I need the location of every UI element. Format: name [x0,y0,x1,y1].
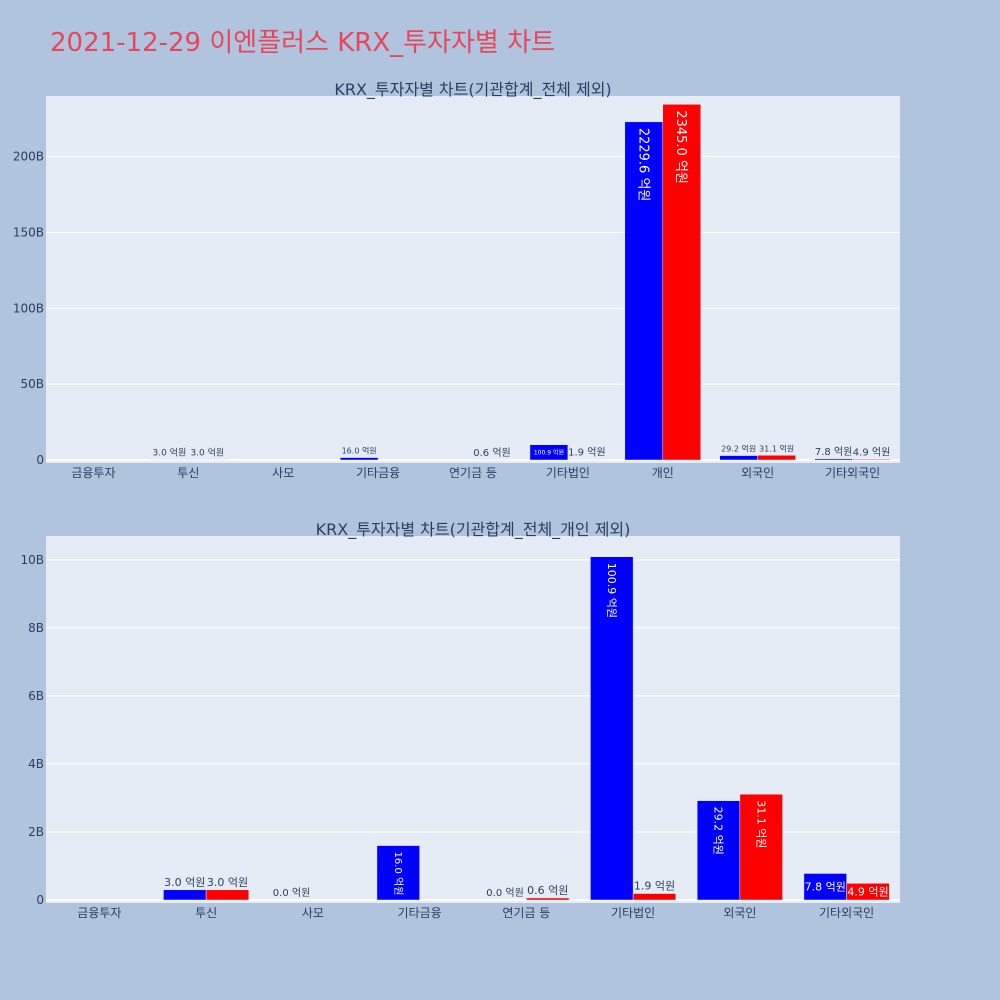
y-tick-label: 6B [28,689,44,703]
bar-data-label: 3.0 억원 [190,447,224,459]
y-tick-label: 2B [28,825,44,839]
bar [757,455,796,461]
x-tick-label: 외국인 [741,466,774,480]
y-tick-label: 150B [13,226,44,240]
plot-area [46,96,900,463]
x-tick-label: 기타외국인 [825,466,880,480]
bar-data-label: 4.9 억원 [847,886,888,899]
x-tick-label: 기타외국인 [819,906,874,920]
y-tick-label: 0 [36,453,44,467]
bar-data-label: 3.0 억원 [164,876,205,889]
x-tick-label: 기타금융 [398,906,442,920]
x-tick-label: 기타법인 [611,906,655,920]
bar-data-label: 31.1 억원 [754,800,767,848]
x-tick-label: 금융투자 [77,906,121,920]
bar [205,889,250,901]
x-tick-label: 기타법인 [546,466,590,480]
bar [590,556,634,901]
y-tick-label: 8B [28,621,44,635]
chart-panel-1: 0 50B 100B 150B 200B KRX_투자자별 차트(기관합계_전체 제외) 금… [13,80,900,480]
y-tick-label: 10B [20,553,44,567]
x-tick-label: 기타금융 [356,466,400,480]
bar-data-label: 1.9 억원 [568,447,605,459]
bar-data-label: 2229.6 억원 [635,128,650,202]
bar [163,889,207,901]
bar-data-label: 4.9 억원 [853,446,890,458]
bar-data-label: 29.2 억원 [721,444,756,454]
bar-data-label: 7.8 억원 [815,446,852,458]
bar-data-label: 16.0 억원 [342,446,377,456]
bar-data-label: 3.0 억원 [152,447,186,459]
y-tick-label: 50B [20,377,44,391]
bar [846,883,890,901]
bar [632,893,677,901]
bar [696,800,741,901]
bar [739,793,783,901]
bar [852,459,891,461]
x-tick-label: 투신 [177,466,199,480]
y-tick-label: 100B [13,301,44,315]
x-tick-label: 개인 [652,466,674,480]
x-tick-label: 사모 [272,466,294,480]
bar-data-label: 7.8 억원 [805,881,846,894]
bar [719,455,758,461]
y-tick-label: 0 [36,893,44,907]
bar-data-label: 1.9 억원 [634,880,675,893]
x-tick-label: 금융투자 [71,466,115,480]
bar-data-label: 0.6 억원 [527,884,568,897]
x-tick-label: 투신 [195,906,217,920]
x-tick-label: 사모 [302,906,324,920]
x-tick-label: 연기금 등 [449,466,497,480]
bar [339,457,379,461]
y-tick-label: 4B [28,757,44,771]
bar [526,897,570,901]
bar [814,458,853,461]
x-tick-label: 연기금 등 [502,906,550,920]
bar [376,845,420,901]
bar-data-label: 29.2 억원 [712,807,725,855]
y-tick-label: 200B [13,150,44,164]
bar-data-label: 3.0 억원 [207,876,248,889]
chart-title: KRX_투자자별 차트(기관합계_전체 제외) [334,80,611,100]
x-tick-label: 외국인 [723,906,756,920]
bar-data-label: 0.6 억원 [473,447,510,459]
bar-data-label: 100.9 억원 [534,448,564,456]
chart-title: KRX_투자자별 차트(기관합계_전체_개인 제외) [316,520,631,540]
bar-data-label: 0.0 억원 [486,887,523,899]
bar [529,444,569,461]
bar-data-label: 16.0 억원 [392,852,404,896]
bar-data-label: 2345.0 억원 [673,110,688,184]
bar-data-label: 100.9 억원 [605,563,618,618]
bar-data-label: 31.1 억원 [759,443,794,453]
bar [662,104,701,461]
bar-data-label: 0.0 억원 [273,887,310,899]
page-title: 2021-12-29 이엔플러스 KRX_투자자별 차트 [50,28,555,58]
bar [624,121,664,461]
chart-panel-2: 0 2B 4B 6B 8B 10B KRX_투자자별 차트(기관합계_전체_개인 제외) 금융… [20,520,900,920]
